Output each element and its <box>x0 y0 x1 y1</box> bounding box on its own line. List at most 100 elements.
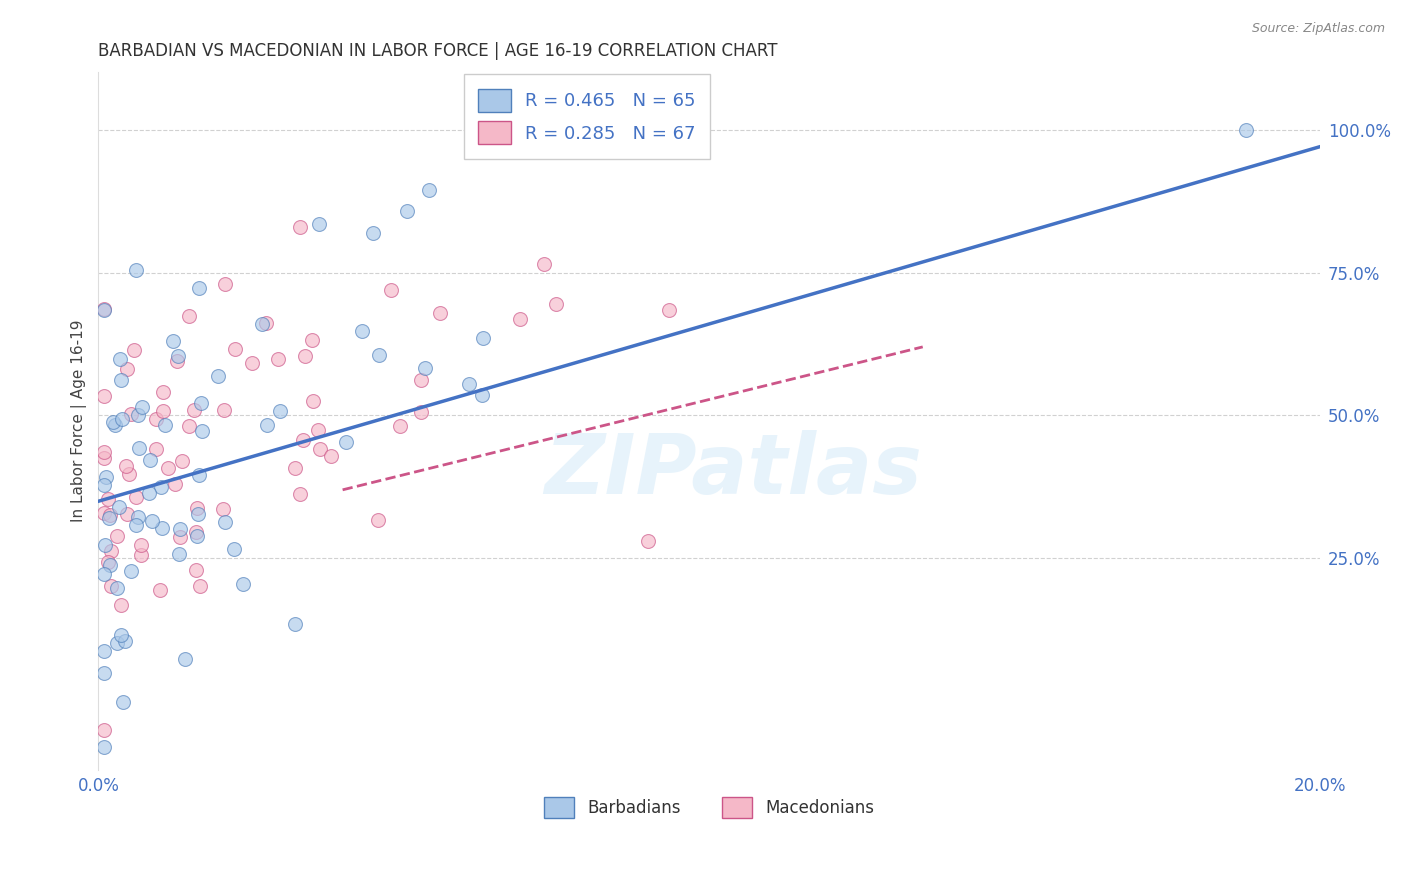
Point <box>352 325 374 339</box>
Point <box>125 518 148 533</box>
Point <box>214 515 236 529</box>
Point <box>127 510 149 524</box>
Point <box>240 355 263 369</box>
Point <box>105 581 128 595</box>
Point <box>93 302 115 317</box>
Point <box>256 418 278 433</box>
Point <box>93 723 115 737</box>
Point <box>129 538 152 552</box>
Point <box>214 277 236 291</box>
Point <box>1234 122 1257 136</box>
Point <box>128 441 150 455</box>
Point <box>93 566 115 581</box>
Point <box>152 403 174 417</box>
Point <box>188 579 211 593</box>
Point <box>509 312 531 326</box>
Point <box>367 513 389 527</box>
Point <box>186 500 208 515</box>
Point <box>120 564 142 578</box>
Point <box>93 506 115 520</box>
Point <box>111 412 134 426</box>
Point <box>533 257 555 271</box>
Point <box>163 476 186 491</box>
Point <box>429 306 451 320</box>
Point <box>100 544 122 558</box>
Point <box>367 348 389 362</box>
Point <box>117 362 139 376</box>
Point <box>269 404 291 418</box>
Text: Source: ZipAtlas.com: Source: ZipAtlas.com <box>1251 22 1385 36</box>
Point <box>111 695 134 709</box>
Point <box>104 417 127 432</box>
Point <box>174 652 197 666</box>
Point <box>150 520 173 534</box>
Point <box>292 433 315 447</box>
Point <box>169 522 191 536</box>
Point <box>110 628 132 642</box>
Point <box>166 349 188 363</box>
Point <box>186 563 208 577</box>
Point <box>187 281 209 295</box>
Point <box>166 353 188 368</box>
Point <box>110 374 132 388</box>
Point <box>155 418 177 433</box>
Point <box>212 403 235 417</box>
Point <box>212 502 235 516</box>
Point <box>145 442 167 456</box>
Point <box>122 343 145 358</box>
Point <box>94 469 117 483</box>
Point <box>152 385 174 400</box>
Point <box>145 412 167 426</box>
Point <box>120 408 142 422</box>
Point <box>114 634 136 648</box>
Point <box>411 405 433 419</box>
Point <box>98 508 121 523</box>
Point <box>98 558 121 573</box>
Point <box>97 511 120 525</box>
Point <box>108 500 131 514</box>
Point <box>207 368 229 383</box>
Point <box>162 334 184 348</box>
Point <box>179 309 201 323</box>
Point <box>110 599 132 613</box>
Point <box>139 453 162 467</box>
Point <box>224 342 246 356</box>
Point <box>131 548 153 562</box>
Point <box>395 204 418 219</box>
Point <box>191 424 214 438</box>
Point <box>167 548 190 562</box>
Point <box>546 297 568 311</box>
Text: ZIPatlas: ZIPatlas <box>544 430 922 510</box>
Point <box>97 492 120 507</box>
Point <box>93 302 115 317</box>
Point <box>179 418 201 433</box>
Point <box>127 409 149 423</box>
Point <box>294 349 316 363</box>
Point <box>361 226 384 240</box>
Point <box>93 665 115 680</box>
Point <box>389 419 412 434</box>
Point <box>308 217 330 231</box>
Point <box>183 402 205 417</box>
Point <box>118 467 141 482</box>
Point <box>141 514 163 528</box>
Point <box>187 507 209 521</box>
Point <box>138 485 160 500</box>
Point <box>93 740 115 755</box>
Point <box>105 529 128 543</box>
Point <box>418 183 440 197</box>
Point <box>190 396 212 410</box>
Point <box>457 376 479 391</box>
Point <box>97 555 120 569</box>
Point <box>170 454 193 468</box>
Point <box>125 490 148 504</box>
Point <box>184 525 207 540</box>
Point <box>232 576 254 591</box>
Point <box>658 302 681 317</box>
Point <box>93 451 115 466</box>
Point <box>117 507 139 521</box>
Point <box>301 333 323 347</box>
Point <box>100 579 122 593</box>
Point <box>637 534 659 549</box>
Point <box>413 361 436 376</box>
